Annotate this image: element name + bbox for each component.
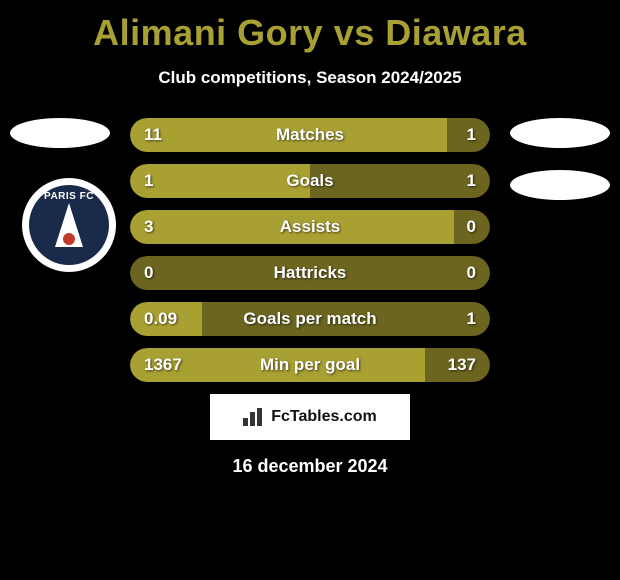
stat-left-value: 1 <box>144 171 153 191</box>
stat-right-value: 1 <box>467 171 476 191</box>
stat-right-value: 1 <box>467 309 476 329</box>
stat-left-value: 0.09 <box>144 309 177 329</box>
stat-left-value: 3 <box>144 217 153 237</box>
stat-right-value: 1 <box>467 125 476 145</box>
stat-label: Matches <box>276 125 344 145</box>
stat-label: Hattricks <box>274 263 347 283</box>
comparison-date: 16 december 2024 <box>0 456 620 477</box>
stat-left-value: 0 <box>144 263 153 283</box>
stat-bar: 111Matches <box>130 118 490 152</box>
club-logo-text: PARIS FC <box>44 191 94 202</box>
stat-left-value: 11 <box>144 125 162 145</box>
stat-bar: 0.09 1 Goals per match <box>130 302 490 336</box>
eiffel-tower-icon <box>55 203 83 247</box>
player-left-placeholder-ellipse <box>10 118 110 148</box>
stat-right-value: 137 <box>448 355 476 375</box>
stat-label: Min per goal <box>260 355 360 375</box>
stat-bar: 0 0 Hattricks <box>130 256 490 290</box>
fctables-label: FcTables.com <box>271 408 377 426</box>
stat-bar: 1 1 Goals <box>130 164 490 198</box>
chart-area: PARIS FC 111Matches11Goals30Assists00Hat… <box>0 118 620 477</box>
comparison-subtitle: Club competitions, Season 2024/2025 <box>0 68 620 88</box>
bar-chart-icon <box>243 408 265 426</box>
fctables-badge: FcTables.com <box>210 394 410 440</box>
stat-label: Goals per match <box>243 309 376 329</box>
stat-left-value: 1367 <box>144 355 182 375</box>
stat-bar-right-segment <box>310 164 490 198</box>
stat-bar: 3 0 Assists <box>130 210 490 244</box>
comparison-title: Alimani Gory vs Diawara <box>0 0 620 54</box>
club-logo-inner: PARIS FC <box>29 185 109 265</box>
stat-bar-left-segment <box>130 164 310 198</box>
stat-bars-container: 111Matches11Goals30Assists00Hattricks0.0… <box>130 118 490 382</box>
stat-label: Assists <box>280 217 340 237</box>
player-right-placeholder-ellipse-2 <box>510 170 610 200</box>
stat-right-value: 0 <box>467 263 476 283</box>
club-logo: PARIS FC <box>22 178 116 272</box>
stat-bar: 1367 137 Min per goal <box>130 348 490 382</box>
stat-label: Goals <box>286 171 333 191</box>
player-right-placeholder-ellipse-1 <box>510 118 610 148</box>
stat-right-value: 0 <box>467 217 476 237</box>
